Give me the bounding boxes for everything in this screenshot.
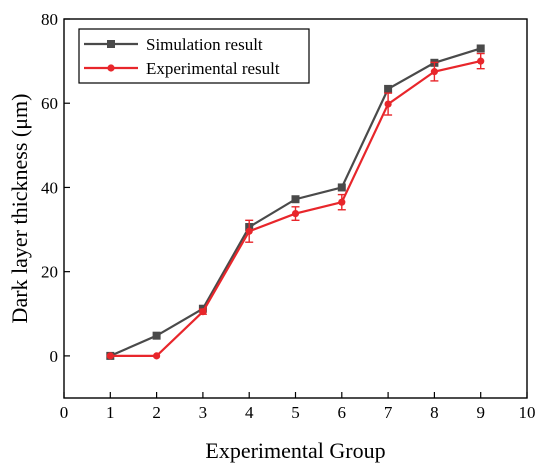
legend-label: Experimental result (146, 59, 280, 78)
x-tick-label: 9 (476, 403, 485, 422)
legend: Simulation result Experimental result (78, 28, 310, 84)
data-point-circle (106, 352, 114, 360)
x-tick-label: 4 (245, 403, 254, 422)
data-point-circle (245, 227, 253, 235)
series-1 (106, 44, 485, 360)
legend-entries: Simulation result Experimental result (84, 35, 280, 78)
y-axis-title: Dark layer thickness (μm) (7, 94, 32, 324)
x-tick-label: 6 (338, 403, 347, 422)
data-point-square (152, 331, 161, 340)
x-tick-label: 3 (199, 403, 208, 422)
data-point-circle (199, 308, 207, 316)
data-point-square (384, 84, 393, 93)
data-point-circle (477, 57, 485, 65)
data-point-square (291, 195, 300, 204)
data-point-circle (430, 68, 438, 76)
data-point-square (337, 183, 346, 192)
legend-box (78, 28, 310, 84)
x-tick-label: 10 (519, 403, 536, 422)
data-point-circle (291, 209, 300, 218)
x-tick-label: 7 (384, 403, 393, 422)
y-tick-label: 0 (50, 347, 59, 366)
y-axis-ticks: 0 20 40 60 80 (41, 10, 70, 366)
data-point-circle (338, 198, 346, 206)
x-tick-label: 2 (152, 403, 161, 422)
data-point-circle (384, 100, 392, 108)
legend-entry-2: Experimental result (84, 59, 280, 78)
y-tick-label: 20 (41, 263, 58, 282)
x-tick-label: 0 (60, 403, 69, 422)
y-tick-label: 40 (41, 178, 58, 197)
data-point-circle (153, 352, 161, 360)
x-axis-title: Experimental Group (205, 438, 385, 463)
y-tick-label: 60 (41, 94, 58, 113)
x-tick-label: 5 (291, 403, 300, 422)
data-point-square (476, 44, 485, 53)
series-layer (106, 44, 485, 360)
x-axis-ticks: 0 1 2 3 4 5 6 7 8 9 10 (60, 392, 536, 422)
y-tick-label: 80 (41, 10, 58, 29)
legend-marker-circle (107, 64, 115, 72)
x-tick-label: 8 (430, 403, 439, 422)
legend-marker-square (107, 40, 115, 48)
legend-entry-1: Simulation result (84, 35, 263, 54)
x-tick-label: 1 (106, 403, 115, 422)
legend-label: Simulation result (146, 35, 263, 54)
series-2 (106, 52, 485, 360)
